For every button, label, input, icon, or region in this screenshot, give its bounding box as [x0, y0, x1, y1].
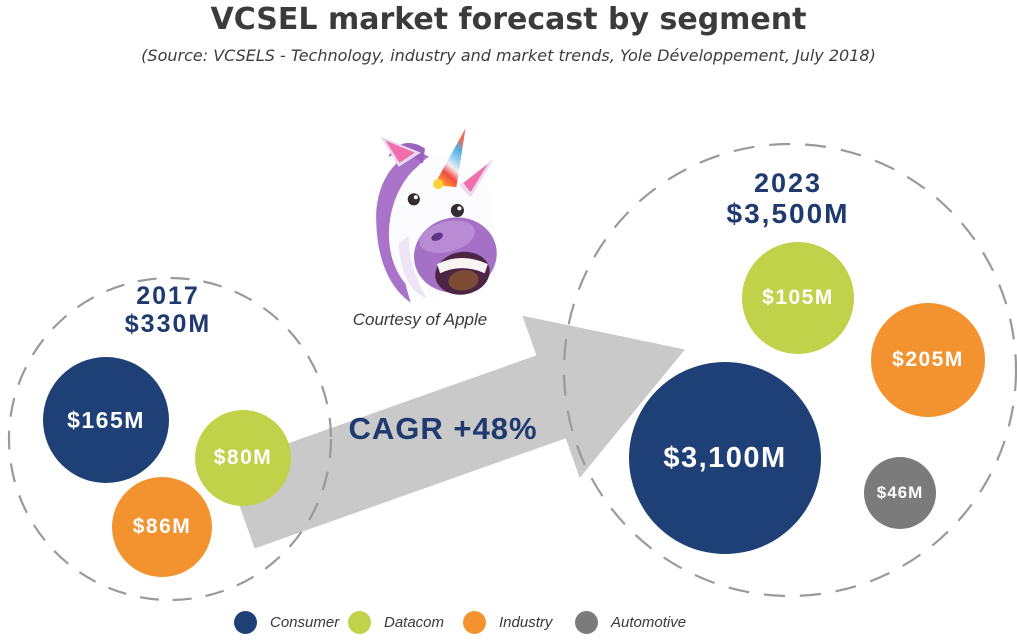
bubble-2017-industry: $86M [112, 477, 212, 577]
unicorn-caption: Courtesy of Apple [352, 310, 488, 329]
legend-label-automotive: Automotive [611, 614, 687, 631]
page-title: VCSEL market forecast by segment [210, 2, 807, 37]
legend-dot-consumer-icon [234, 611, 257, 634]
bubble-2023-datacom-value: $105M [762, 286, 834, 309]
legend-label-industry: Industry [499, 614, 553, 631]
legend-label-consumer: Consumer [270, 614, 340, 631]
bubble-2023-automotive: $46M [864, 457, 936, 529]
bubble-2017-datacom: $80M [195, 410, 291, 506]
source-subtitle: (Source: VCSELS - Technology, industry a… [141, 46, 876, 65]
cluster-2023-total: $3,500M [726, 198, 850, 230]
cluster-2017-total: $330M [124, 310, 212, 338]
unicorn-emoji-icon [376, 128, 497, 303]
legend-dot-industry-icon [463, 611, 486, 634]
cluster-2023-dashed-ring [562, 142, 1017, 598]
bubble-2023-automotive-value: $46M [876, 483, 924, 502]
bubble-2017-datacom-value: $80M [213, 446, 273, 469]
cagr-label: CAGR +48% [348, 411, 538, 446]
growth-arrow [225, 315, 685, 549]
bubble-2017-consumer-value: $165M [67, 406, 145, 433]
legend-dot-automotive-icon [575, 611, 598, 634]
legend-item-automotive: Automotive [575, 611, 686, 634]
bubble-2023-consumer: $3,100M [629, 362, 821, 554]
legend-item-datacom: Datacom [348, 611, 444, 634]
bubble-2017-industry-value: $86M [132, 515, 192, 538]
cluster-2017-dashed-ring [7, 276, 333, 602]
bubble-2023-consumer-value: $3,100M [663, 441, 787, 474]
bubble-2023-industry-value: $205M [892, 348, 964, 371]
bubble-2023-datacom: $105M [742, 242, 854, 354]
legend-item-consumer: Consumer [234, 611, 339, 634]
cluster-2023-year: 2023 [753, 168, 823, 198]
cluster-2017-heading: 2017 $330M [48, 282, 288, 338]
bubble-2023-industry: $205M [871, 303, 985, 417]
cluster-2017-year: 2017 [136, 282, 200, 310]
legend-dot-datacom-icon [348, 611, 371, 634]
legend-label-datacom: Datacom [384, 614, 445, 631]
bubble-2017-consumer: $165M [43, 357, 169, 483]
cluster-2023-heading: 2023 $3,500M [658, 168, 918, 230]
legend-item-industry: Industry [463, 611, 552, 634]
